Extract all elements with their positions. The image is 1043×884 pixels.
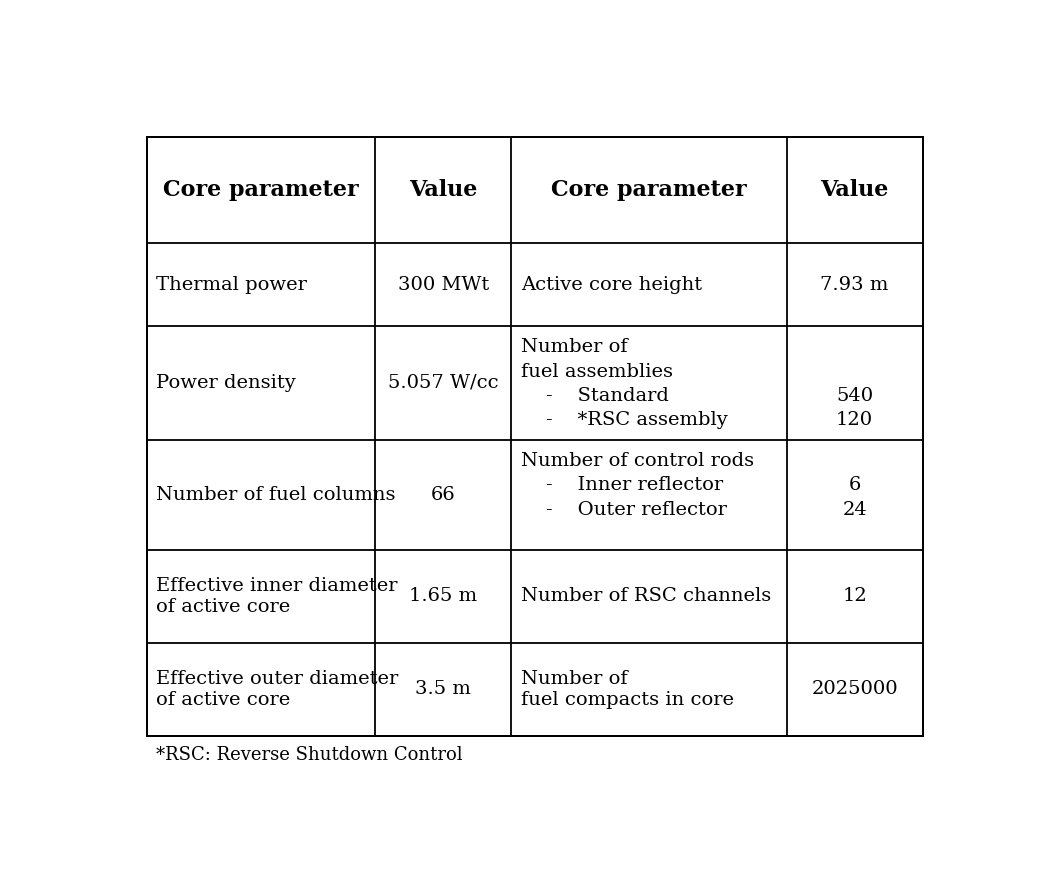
Text: Effective outer diameter
of active core: Effective outer diameter of active core bbox=[156, 670, 398, 709]
Text: 66: 66 bbox=[431, 485, 456, 504]
Text: 300 MWt: 300 MWt bbox=[397, 276, 489, 293]
Text: Number of
fuel assemblies
    -    Standard
    -    *RSC assembly: Number of fuel assemblies - Standard - *… bbox=[520, 339, 728, 430]
Text: Thermal power: Thermal power bbox=[156, 276, 307, 293]
Text: 5.057 W/cc: 5.057 W/cc bbox=[388, 374, 499, 392]
Text: Core parameter: Core parameter bbox=[163, 179, 359, 201]
Text: 6
24: 6 24 bbox=[843, 452, 867, 519]
Text: Value: Value bbox=[821, 179, 889, 201]
Text: Number of fuel columns: Number of fuel columns bbox=[156, 485, 395, 504]
Text: Active core height: Active core height bbox=[520, 276, 702, 293]
Text: 2025000: 2025000 bbox=[811, 680, 898, 698]
Text: Number of control rods
    -    Inner reflector
    -    Outer reflector: Number of control rods - Inner reflector… bbox=[520, 452, 754, 519]
Text: 3.5 m: 3.5 m bbox=[415, 680, 471, 698]
Text: Number of
fuel compacts in core: Number of fuel compacts in core bbox=[520, 670, 734, 709]
Text: 1.65 m: 1.65 m bbox=[409, 587, 478, 606]
Bar bbox=[146, 137, 922, 735]
Text: Power density: Power density bbox=[156, 374, 296, 392]
Text: Effective inner diameter
of active core: Effective inner diameter of active core bbox=[156, 577, 397, 615]
Text: 12: 12 bbox=[843, 587, 867, 606]
Text: Core parameter: Core parameter bbox=[551, 179, 747, 201]
Text: 540
120: 540 120 bbox=[836, 339, 873, 430]
Text: *RSC: Reverse Shutdown Control: *RSC: Reverse Shutdown Control bbox=[156, 746, 463, 764]
Text: Number of RSC channels: Number of RSC channels bbox=[520, 587, 771, 606]
Text: Value: Value bbox=[409, 179, 478, 201]
Text: 7.93 m: 7.93 m bbox=[821, 276, 889, 293]
